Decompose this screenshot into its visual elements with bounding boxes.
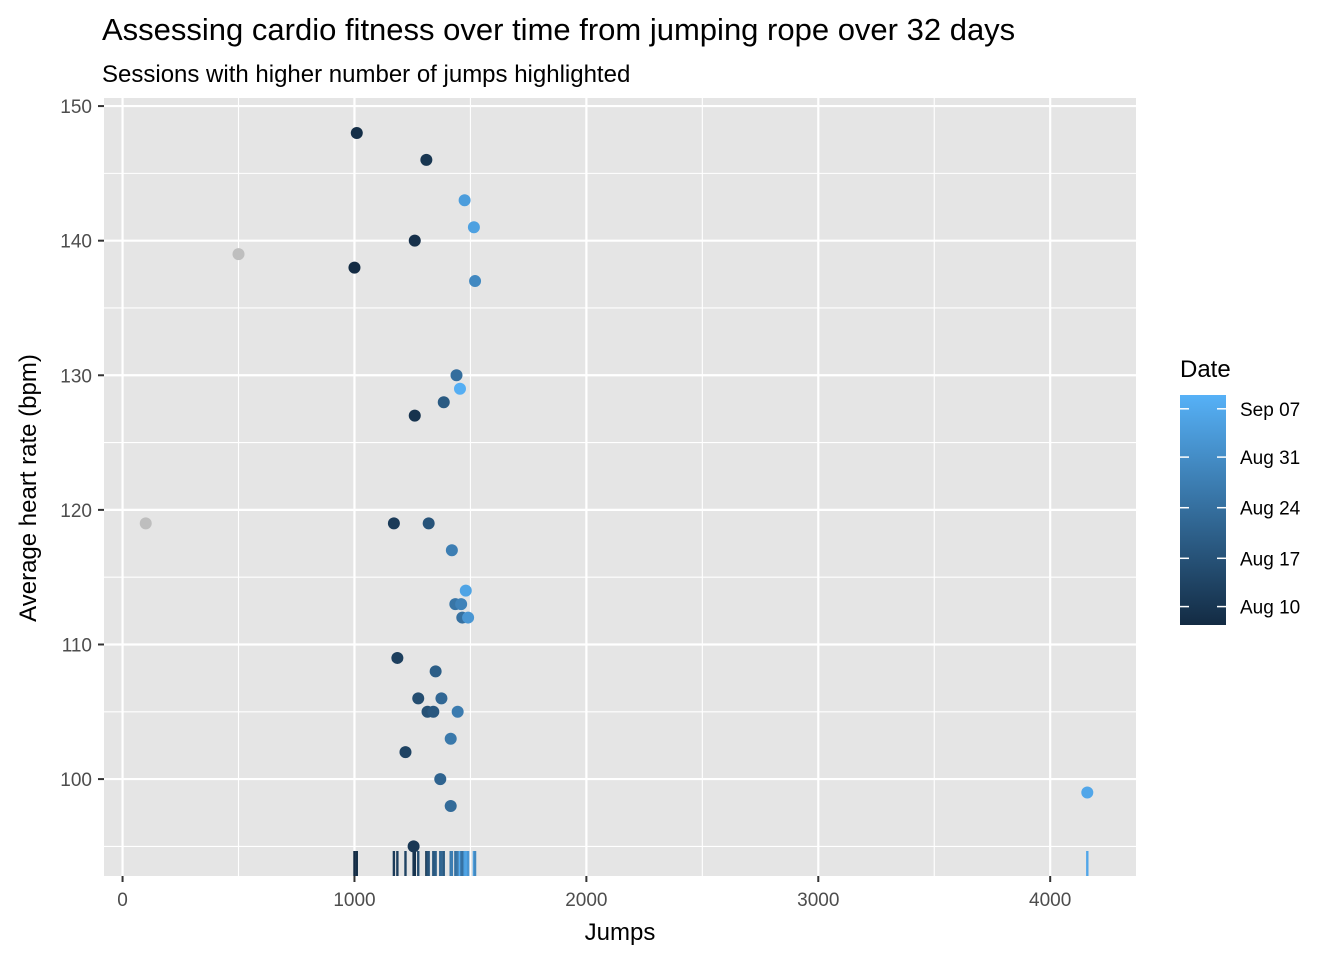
- data-point: [437, 396, 450, 409]
- data-point: [427, 705, 440, 718]
- data-point: [450, 369, 463, 382]
- chart-subtitle: Sessions with higher number of jumps hig…: [102, 61, 630, 88]
- data-point: [444, 732, 457, 745]
- legend-label: Aug 17: [1240, 549, 1300, 570]
- data-point: [469, 275, 482, 288]
- data-point: [408, 409, 421, 422]
- x-tick-label: 0: [117, 890, 128, 911]
- rug-marks: [353, 851, 1089, 876]
- data-point: [445, 544, 458, 557]
- data-point: [458, 194, 471, 207]
- legend-ticks: Sep 07 Aug 31 Aug 24 Aug 17 Aug 10: [1180, 400, 1301, 619]
- data-point: [467, 221, 480, 234]
- legend-colorbar: [1180, 395, 1226, 625]
- y-tick-label: 110: [62, 635, 92, 656]
- scatter-points: [139, 126, 1094, 853]
- major-gridlines: [104, 98, 1136, 876]
- x-tick-label: 3000: [797, 890, 839, 911]
- data-point: [391, 651, 404, 664]
- data-point: [1081, 786, 1094, 799]
- legend-label: Aug 31: [1240, 448, 1300, 469]
- legend: Date Sep 07 Aug 31 Aug 24 Aug 17 Aug 10: [1180, 356, 1301, 625]
- chart-title: Assessing cardio fitness over time from …: [102, 12, 1015, 47]
- y-tick-label: 150: [60, 97, 92, 118]
- y-tick-label: 120: [60, 501, 92, 522]
- plot-panel: [104, 98, 1136, 876]
- data-point: [399, 746, 412, 759]
- data-point: [387, 517, 400, 530]
- data-point: [434, 773, 447, 786]
- data-point: [422, 517, 435, 530]
- y-tick-label: 140: [60, 232, 92, 253]
- legend-label: Aug 10: [1240, 598, 1300, 619]
- data-point: [444, 800, 457, 813]
- data-point: [451, 705, 464, 718]
- data-point: [407, 840, 420, 853]
- data-point: [408, 234, 421, 247]
- x-tick-label: 2000: [565, 890, 607, 911]
- data-point: [462, 611, 475, 624]
- data-point: [420, 153, 433, 166]
- y-tick-label: 130: [60, 366, 92, 387]
- legend-label: Sep 07: [1240, 400, 1300, 421]
- data-point: [232, 248, 245, 261]
- data-point: [459, 584, 472, 597]
- legend-label: Aug 24: [1240, 499, 1301, 520]
- data-point: [453, 382, 466, 395]
- data-point: [412, 692, 425, 705]
- y-axis-title: Average heart rate (bpm): [15, 354, 42, 622]
- x-axis: 0 1000 2000 3000 4000: [117, 876, 1071, 911]
- y-tick-label: 100: [60, 770, 92, 791]
- x-axis-title: Jumps: [585, 919, 656, 946]
- data-point: [435, 692, 448, 705]
- x-tick-label: 4000: [1029, 890, 1071, 911]
- data-point: [455, 598, 468, 611]
- legend-title: Date: [1180, 356, 1231, 383]
- data-point: [139, 517, 152, 530]
- data-point: [350, 126, 363, 139]
- data-point: [348, 261, 361, 274]
- data-point: [429, 665, 442, 678]
- x-tick-label: 1000: [333, 890, 375, 911]
- y-axis: 100 110 120 130 140 150: [60, 97, 104, 791]
